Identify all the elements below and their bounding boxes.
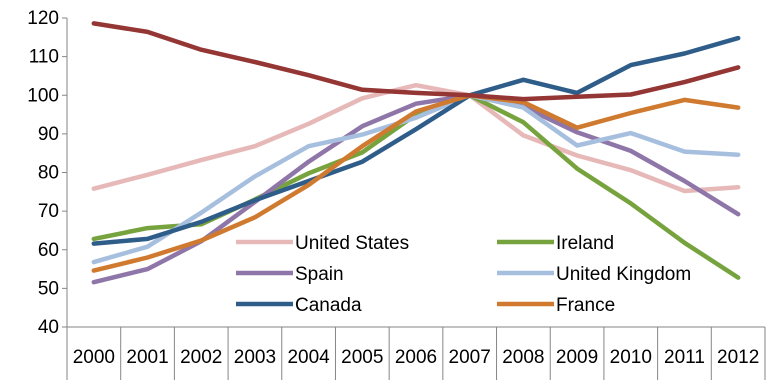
series-line-france [91,93,741,273]
legend-label: France [556,295,615,316]
y-tick-label: 90 [38,124,59,145]
legend-label: Canada [295,295,362,316]
y-tick-label: 40 [38,317,59,338]
legend-label: Ireland [556,233,614,254]
x-tick-label: 2007 [449,347,491,368]
y-tick-label: 80 [38,163,59,184]
x-tick-label: 2011 [664,347,705,368]
legend-label: United Kingdom [556,264,691,285]
y-tick-label: 100 [27,85,59,106]
x-tick-label: 2012 [717,347,759,368]
y-tick-label: 110 [29,47,59,68]
x-tick-label: 2000 [73,347,115,368]
y-tick-label: 120 [27,8,59,29]
x-tick-label: 2009 [556,347,598,368]
series-line-united-states [91,82,741,194]
legend-label: Spain [295,264,344,285]
y-tick-label: 70 [38,201,59,222]
y-tick-label: 50 [38,278,59,299]
x-tick-label: 2001 [126,347,168,368]
x-tick-label: 2003 [234,347,276,368]
series-line-spain [91,93,741,285]
series-line-unlabeled-6 [91,21,741,102]
x-tick-label: 2002 [180,347,222,368]
x-tick-label: 2005 [341,347,383,368]
series-line-ireland [91,93,741,280]
x-tick-label: 2006 [395,347,437,368]
legend-label: United States [295,233,409,254]
x-tick-label: 2004 [287,347,330,368]
x-tick-label: 2008 [502,347,544,368]
y-tick-label: 60 [38,240,59,261]
series-line-canada [91,35,741,246]
series-line-united-kingdom [91,93,741,265]
x-tick-label: 2010 [610,347,652,368]
